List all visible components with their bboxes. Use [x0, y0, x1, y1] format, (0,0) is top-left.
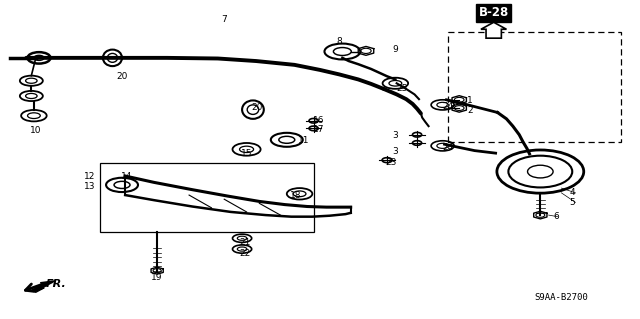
- Text: 2: 2: [467, 106, 473, 115]
- Text: 8: 8: [336, 38, 342, 47]
- Text: B-28: B-28: [479, 6, 509, 19]
- Bar: [100, 163, 314, 232]
- Text: 22: 22: [239, 249, 250, 258]
- Text: 23: 23: [386, 158, 397, 167]
- Text: 19: 19: [152, 273, 163, 282]
- Bar: [448, 33, 621, 142]
- Text: 11: 11: [298, 136, 310, 145]
- Text: 6: 6: [554, 212, 559, 221]
- Text: 7: 7: [221, 15, 227, 24]
- Text: FR.: FR.: [45, 279, 66, 289]
- Text: 20: 20: [252, 103, 263, 112]
- Text: 3: 3: [392, 131, 398, 140]
- Text: S9AA-B2700: S9AA-B2700: [534, 293, 588, 302]
- Text: 10: 10: [30, 126, 42, 135]
- Polygon shape: [31, 281, 55, 292]
- Text: 17: 17: [313, 125, 324, 134]
- Text: 24: 24: [442, 102, 453, 111]
- Text: 1: 1: [467, 96, 473, 105]
- Text: 13: 13: [84, 182, 96, 191]
- Text: 14: 14: [122, 173, 133, 182]
- Text: 18: 18: [290, 190, 301, 200]
- Text: 15: 15: [241, 149, 252, 158]
- Text: 24: 24: [442, 143, 453, 152]
- Text: 5: 5: [570, 198, 575, 207]
- Text: 3: 3: [392, 147, 398, 156]
- Text: 12: 12: [84, 173, 96, 182]
- Text: 20: 20: [116, 72, 128, 81]
- Text: 9: 9: [392, 45, 398, 55]
- Text: 16: 16: [313, 116, 324, 125]
- Text: 21: 21: [239, 238, 250, 247]
- Polygon shape: [481, 22, 506, 38]
- Text: 25: 25: [396, 85, 408, 93]
- Text: 4: 4: [570, 188, 575, 197]
